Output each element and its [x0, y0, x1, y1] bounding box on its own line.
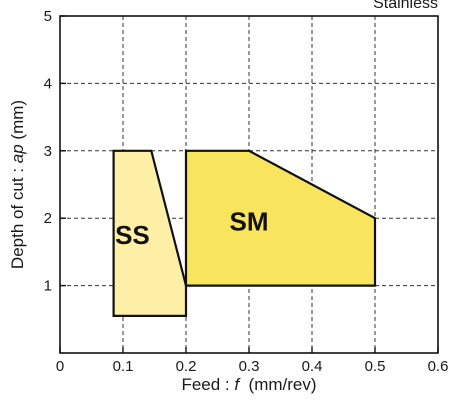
y-tick-label: 3: [44, 143, 52, 160]
x-axis-title-prefix: Feed :: [181, 375, 234, 394]
x-tick-label: 0.1: [113, 358, 134, 375]
x-tick-label: 0.4: [302, 358, 323, 375]
regions: [112, 149, 377, 317]
y-tick-label: 2: [44, 210, 52, 227]
region-ss: [112, 149, 188, 317]
y-ticks: 1 2 3 4 5: [44, 8, 66, 295]
y-tick-label: 5: [44, 8, 52, 25]
region-sm: [184, 149, 377, 287]
x-tick-label: 0.3: [239, 358, 260, 375]
y-tick-label: 4: [44, 75, 52, 92]
x-tick-label: 0: [56, 358, 64, 375]
x-ticks: 0 0.1 0.2 0.3 0.4 0.5 0.6: [56, 347, 449, 375]
y-tick-label: 1: [44, 278, 52, 295]
x-axis-title-unit: (mm/rev): [239, 375, 316, 394]
y-axis-title: Depth of cut : ap (mm): [8, 100, 27, 269]
region-label-ss: SS: [115, 220, 150, 250]
region-labels: SS SM: [115, 207, 268, 250]
x-axis-title-var: f: [234, 375, 241, 394]
y-axis-title-prefix: Depth of cut :: [8, 163, 27, 269]
y-axis-title-var: ap: [8, 144, 27, 163]
x-tick-label: 0.6: [428, 358, 449, 375]
x-tick-label: 0.2: [176, 358, 197, 375]
region-label-sm: SM: [230, 207, 269, 237]
corner-note: Stainless: [373, 0, 438, 12]
x-axis-title: Feed : f (mm/rev): [181, 375, 316, 394]
x-tick-label: 0.5: [365, 358, 386, 375]
y-axis-title-unit: (mm): [8, 100, 27, 144]
